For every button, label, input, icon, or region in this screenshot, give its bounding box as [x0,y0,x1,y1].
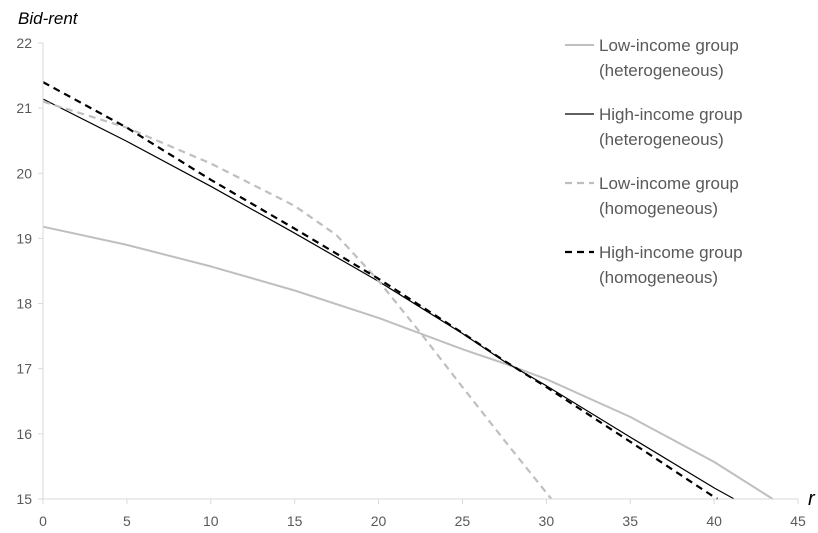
legend-label-4: High-income group [599,243,743,262]
legend-label-2-sub: (heterogeneous) [599,130,724,149]
series-line-1 [42,225,774,500]
y-tick-label: 21 [16,100,32,116]
x-tick-label: 30 [539,513,555,529]
y-axis-ticks: 15 16 17 18 19 20 21 22 [16,35,43,507]
x-tick-label: 20 [371,513,387,529]
x-tick-label: 15 [287,513,303,529]
y-tick-label: 20 [16,165,32,181]
series-line-2 [42,98,735,500]
y-tick-label: 15 [16,491,32,507]
y-tick-label: 22 [16,35,32,51]
plot-lines [42,81,774,500]
y-tick-label: 17 [16,361,32,377]
x-tick-label: 10 [203,513,219,529]
x-tick-label: 25 [455,513,471,529]
y-axis-title: Bid-rent [18,9,79,28]
legend-label-2: High-income group [599,105,743,124]
y-tick-label: 19 [16,230,32,246]
x-axis-title: r [808,488,816,510]
y-tick-label: 16 [16,426,32,442]
x-tick-label: 45 [790,513,806,529]
x-tick-label: 0 [39,513,47,529]
series-line-4 [42,81,719,500]
x-tick-label: 5 [123,513,131,529]
y-tick-label: 18 [16,296,32,312]
legend-label-4-sub: (homogeneous) [599,268,718,287]
series-line-3 [42,100,553,500]
legend: Low-income group (heterogeneous) High-inco… [565,36,743,287]
x-tick-label: 40 [706,513,722,529]
legend-label-1: Low-income group [599,36,739,55]
legend-label-3: Low-income group [599,174,739,193]
x-axis-ticks: 0 5 10 15 20 25 30 35 40 45 [39,499,806,529]
legend-label-1-sub: (heterogeneous) [599,61,724,80]
legend-label-3-sub: (homogeneous) [599,199,718,218]
x-tick-label: 35 [622,513,638,529]
